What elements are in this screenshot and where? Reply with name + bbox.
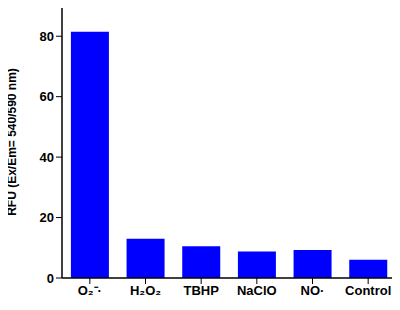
svg-text:NO·: NO· <box>301 283 325 298</box>
svg-text:20: 20 <box>40 210 54 225</box>
svg-text:TBHP: TBHP <box>183 283 219 298</box>
svg-text:0: 0 <box>47 271 54 286</box>
svg-text:RFU (Ex/Em= 540/590 nm): RFU (Ex/Em= 540/590 nm) <box>8 68 19 216</box>
svg-text:H₂O₂: H₂O₂ <box>130 283 161 298</box>
svg-text:40: 40 <box>40 150 54 165</box>
svg-text:80: 80 <box>40 29 54 44</box>
svg-text:NaClO: NaClO <box>237 283 277 298</box>
svg-text:O₂⁻·: O₂⁻· <box>78 283 102 298</box>
svg-text:Control: Control <box>345 283 391 298</box>
svg-text:60: 60 <box>40 89 54 104</box>
